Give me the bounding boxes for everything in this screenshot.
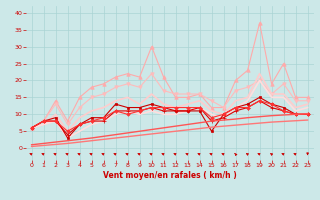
X-axis label: Vent moyen/en rafales ( km/h ): Vent moyen/en rafales ( km/h ): [103, 171, 236, 180]
